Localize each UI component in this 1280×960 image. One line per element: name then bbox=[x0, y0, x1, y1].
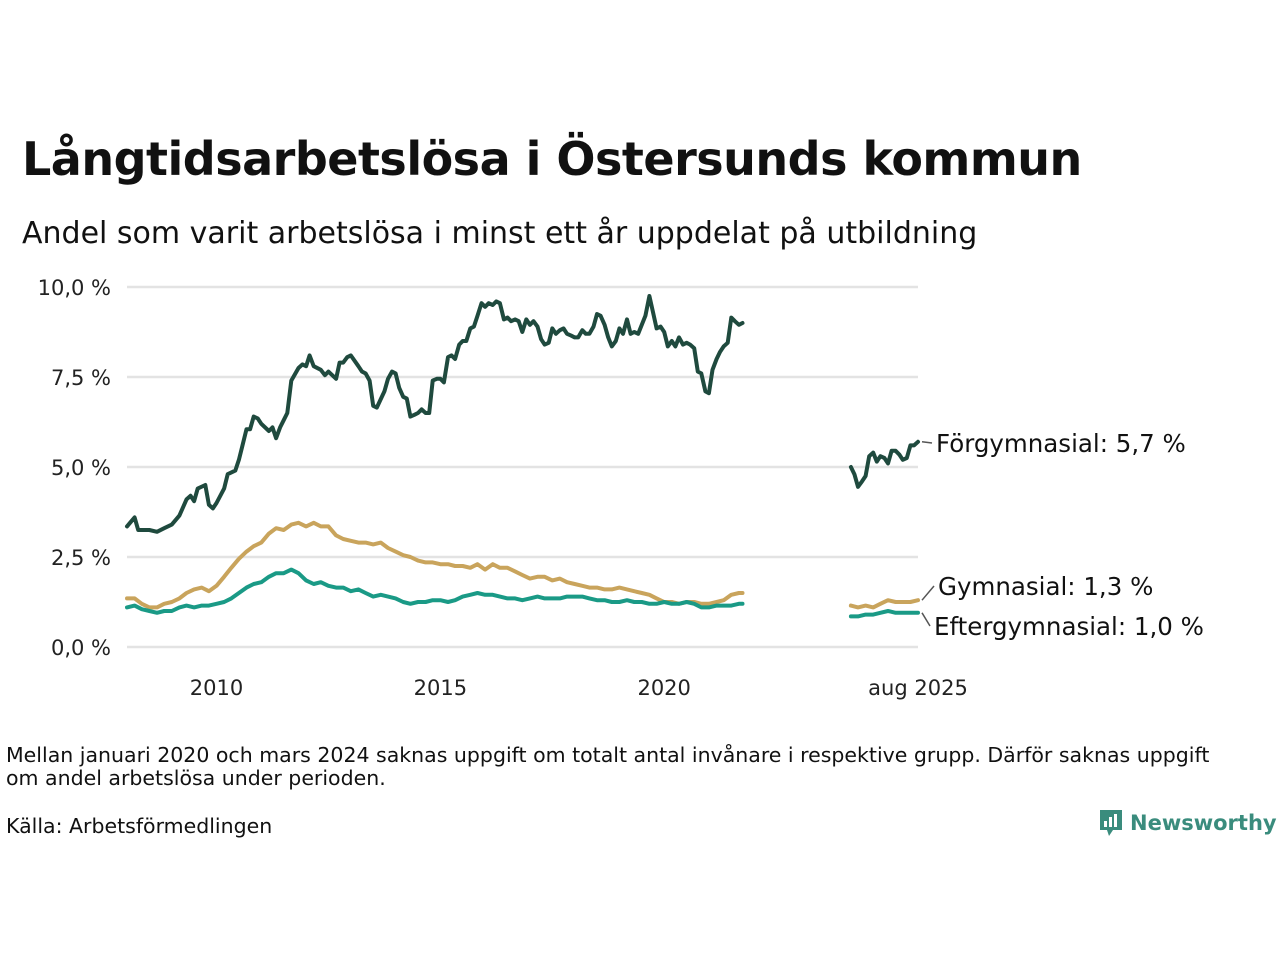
y-tick-label: 7,5 % bbox=[51, 366, 111, 390]
end-labels: Förgymnasial: 5,7 % Gymnasial: 1,3 % Efter… bbox=[921, 429, 1204, 641]
y-axis-ticks: 0,0 % 2,5 % 5,0 % 7,5 % 10,0 % bbox=[38, 276, 111, 660]
brand-name: Newsworthy bbox=[1130, 811, 1277, 835]
x-tick-label: 2015 bbox=[414, 676, 467, 700]
label-leader-line bbox=[921, 612, 931, 627]
x-axis-ticks: 2010 2015 2020 aug 2025 bbox=[190, 676, 968, 700]
series-förgymnasial bbox=[125, 294, 920, 534]
series-end-label: Gymnasial: 1,3 % bbox=[938, 572, 1153, 601]
series-eftergymnasial bbox=[125, 567, 920, 619]
line-chart: 0,0 % 2,5 % 5,0 % 7,5 % 10,0 % 2010 2015 2020 a… bbox=[38, 276, 1204, 700]
label-leader-line bbox=[921, 441, 933, 444]
x-tick-label: 2010 bbox=[190, 676, 243, 700]
y-tick-label: 10,0 % bbox=[38, 276, 111, 300]
series-line bbox=[125, 294, 745, 534]
series-line bbox=[125, 520, 745, 610]
label-leader-line bbox=[921, 585, 935, 601]
y-tick-label: 5,0 % bbox=[51, 456, 111, 480]
footnote: Mellan januari 2020 och mars 2024 saknas… bbox=[6, 743, 1210, 790]
newsworthy-logo-icon bbox=[1100, 810, 1122, 836]
series-line bbox=[848, 598, 920, 610]
x-tick-label: aug 2025 bbox=[868, 676, 968, 700]
series-line bbox=[125, 567, 745, 615]
series-line bbox=[848, 439, 920, 489]
series-end-label: Förgymnasial: 5,7 % bbox=[936, 429, 1186, 458]
x-tick-label: 2020 bbox=[637, 676, 690, 700]
y-tick-label: 2,5 % bbox=[51, 546, 111, 570]
chart-title: Långtidsarbetslösa i Östersunds kommun bbox=[22, 132, 1082, 186]
chart-subtitle: Andel som varit arbetslösa i minst ett å… bbox=[22, 216, 978, 251]
newsworthy-brand[interactable]: Newsworthy bbox=[1098, 808, 1277, 838]
series-lines bbox=[125, 294, 920, 619]
series-end-label: Eftergymnasial: 1,0 % bbox=[934, 612, 1204, 641]
source-text: Källa: Arbetsförmedlingen bbox=[6, 814, 273, 838]
series-gymnasial bbox=[125, 520, 920, 610]
gridlines bbox=[127, 285, 918, 649]
y-tick-label: 0,0 % bbox=[51, 636, 111, 660]
series-line bbox=[848, 609, 920, 619]
